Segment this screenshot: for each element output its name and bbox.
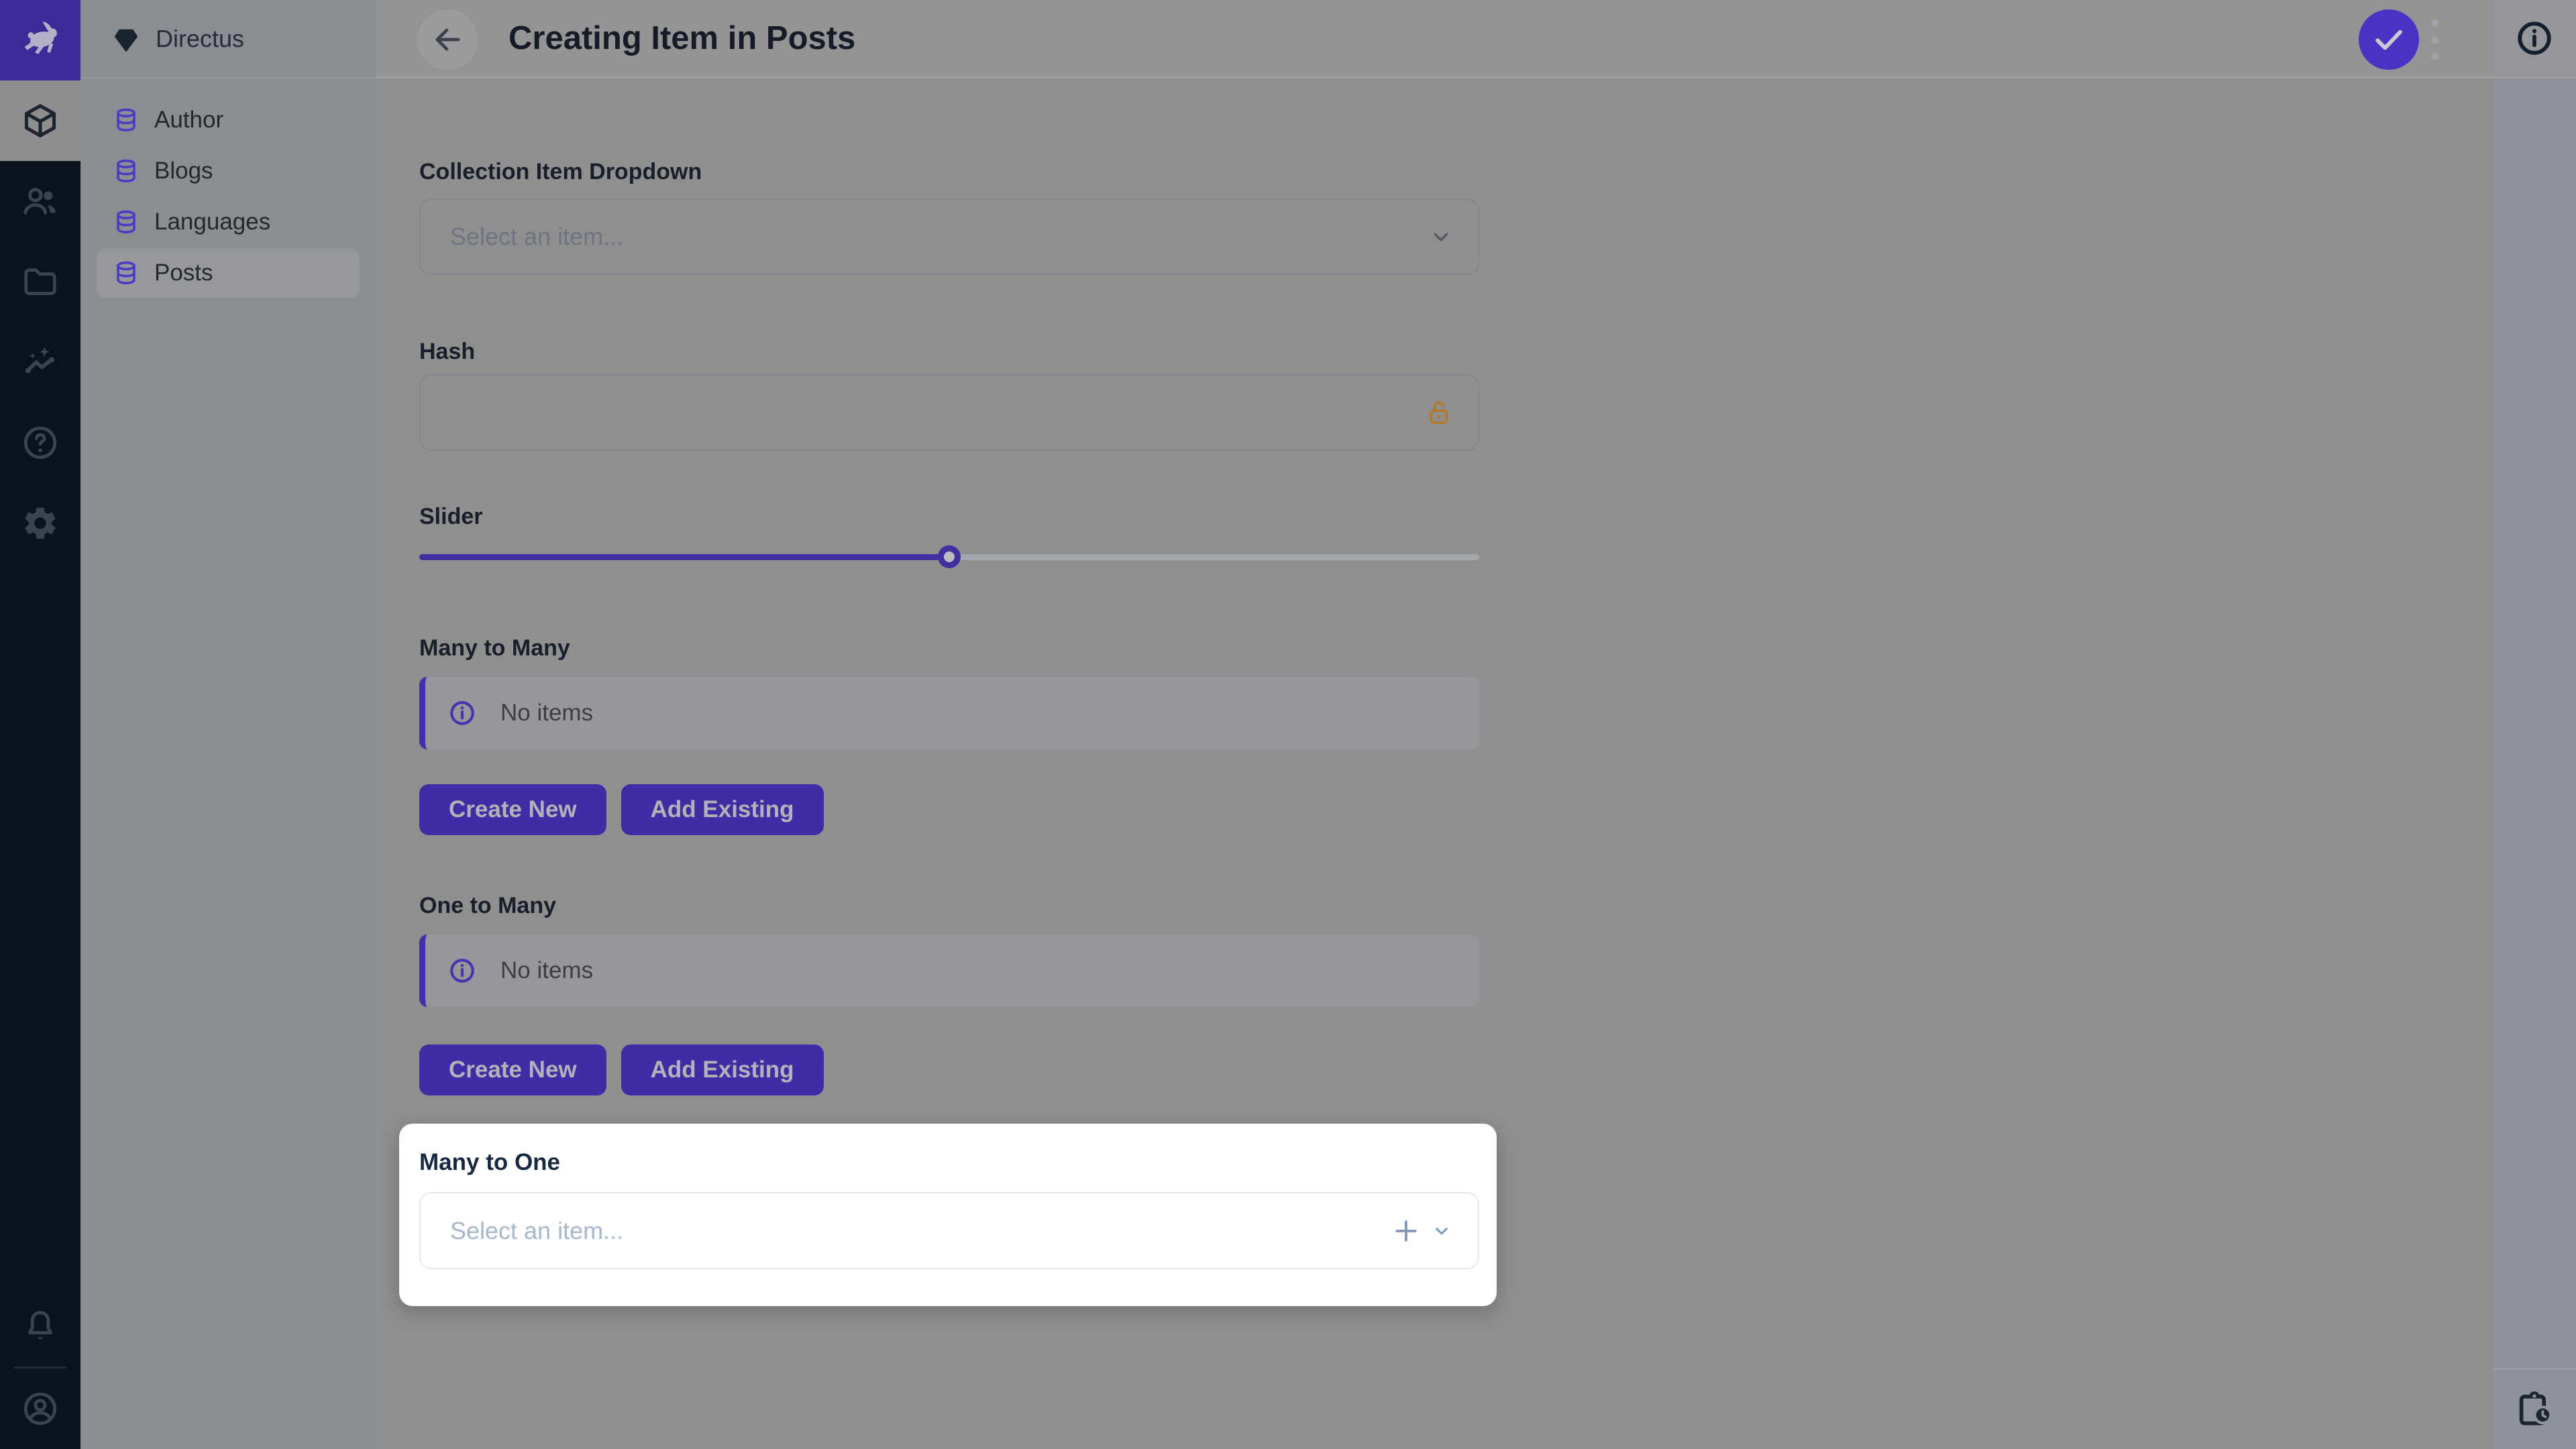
database-icon xyxy=(117,210,136,233)
notifications-button[interactable] xyxy=(0,1287,80,1367)
kebab-dot xyxy=(2431,19,2438,27)
module-insights[interactable] xyxy=(0,322,80,402)
slider-thumb[interactable] xyxy=(938,545,961,568)
many-to-many-actions: Create New Add Existing xyxy=(419,784,824,835)
empty-state-text: No items xyxy=(500,957,594,983)
slider-field xyxy=(419,541,1479,573)
users-icon xyxy=(23,188,56,215)
field-label-hash: Hash xyxy=(419,339,476,364)
project-name: Directus xyxy=(156,24,245,52)
module-settings[interactable] xyxy=(0,483,80,564)
add-existing-button[interactable]: Add Existing xyxy=(621,1044,824,1095)
arrow-left-icon xyxy=(435,28,460,51)
sidebar-item-author[interactable]: Author xyxy=(97,95,360,145)
page-title: Creating Item in Posts xyxy=(508,20,856,56)
slider-fill xyxy=(419,554,949,560)
module-bar xyxy=(0,0,80,1449)
many-to-many-empty-notice: No items xyxy=(419,677,1479,749)
sidebar-item-languages[interactable]: Languages xyxy=(97,197,360,247)
rabbit-logo-icon xyxy=(24,21,57,54)
field-label-many-to-one: Many to One xyxy=(419,1149,561,1175)
many-to-one-spotlight-card: Many to One Select an item... xyxy=(399,1124,1497,1306)
check-icon xyxy=(2375,30,2402,50)
page-header: Creating Item in Posts xyxy=(376,0,2493,78)
database-icon xyxy=(117,108,136,131)
add-existing-button[interactable]: Add Existing xyxy=(621,784,824,835)
info-sidebar-button[interactable] xyxy=(2493,0,2576,78)
many-to-one-placeholder: Select an item... xyxy=(450,1217,624,1244)
lock-open-icon xyxy=(1430,401,1448,425)
collections-sidebar: Directus Author Blogs xyxy=(80,0,376,1449)
dropdown-placeholder: Select an item... xyxy=(450,223,624,250)
revisions-sidebar-button[interactable] xyxy=(2493,1368,2576,1449)
kebab-dot xyxy=(2431,52,2438,60)
collection-list: Author Blogs Languages xyxy=(80,94,376,299)
sidebar-item-label: Author xyxy=(154,107,224,133)
help-icon xyxy=(23,426,57,460)
sidebar-item-label: Blogs xyxy=(154,158,213,184)
database-icon xyxy=(117,159,136,182)
account-button[interactable] xyxy=(0,1368,80,1449)
back-button[interactable] xyxy=(417,9,478,70)
chevron-down-icon xyxy=(1434,233,1448,241)
sidebar-item-label: Posts xyxy=(154,260,213,286)
right-sidebar xyxy=(2493,0,2576,1449)
plus-icon[interactable] xyxy=(1391,1216,1421,1246)
module-content[interactable] xyxy=(0,80,80,161)
module-users[interactable] xyxy=(0,161,80,241)
create-new-button[interactable]: Create New xyxy=(419,784,606,835)
create-new-button[interactable]: Create New xyxy=(419,1044,606,1095)
insights-icon xyxy=(25,347,55,374)
gear-icon xyxy=(25,507,56,539)
empty-state-text: No items xyxy=(500,700,594,726)
revisions-clipboard-clock-icon xyxy=(2519,1391,2553,1426)
project-header[interactable]: Directus xyxy=(80,0,376,78)
sidebar-item-blogs[interactable]: Blogs xyxy=(97,146,360,196)
module-bar-divider xyxy=(13,1366,67,1368)
chevron-down-icon[interactable] xyxy=(1431,1220,1452,1242)
main-content: Creating Item in Posts Collection Item D… xyxy=(376,0,2493,1449)
project-gem-icon xyxy=(115,29,138,52)
info-icon xyxy=(2518,21,2551,55)
module-help[interactable] xyxy=(0,402,80,483)
field-label-collection-item-dropdown: Collection Item Dropdown xyxy=(419,159,702,184)
info-icon xyxy=(450,701,474,725)
bell-icon xyxy=(28,1311,53,1340)
info-icon xyxy=(450,959,474,983)
many-to-one-select[interactable]: Select an item... xyxy=(419,1192,1479,1269)
sidebar-item-posts[interactable]: Posts xyxy=(97,248,360,298)
hash-input[interactable] xyxy=(419,374,1479,451)
field-label-slider: Slider xyxy=(419,504,483,529)
kebab-dot xyxy=(2431,36,2438,44)
sidebar-item-label: Languages xyxy=(154,209,271,235)
one-to-many-empty-notice: No items xyxy=(419,934,1479,1007)
collection-item-dropdown-select[interactable]: Select an item... xyxy=(419,199,1479,275)
module-files[interactable] xyxy=(0,241,80,322)
save-button[interactable] xyxy=(2359,9,2419,70)
database-icon xyxy=(117,261,136,284)
more-options-button[interactable] xyxy=(2431,19,2439,60)
one-to-many-actions: Create New Add Existing xyxy=(419,1044,824,1095)
field-label-one-to-many: One to Many xyxy=(419,893,557,918)
cube-icon xyxy=(24,104,56,138)
field-label-many-to-many: Many to Many xyxy=(419,635,570,661)
avatar-icon xyxy=(23,1392,57,1426)
folder-icon xyxy=(24,268,56,295)
directus-logo[interactable] xyxy=(0,0,80,80)
